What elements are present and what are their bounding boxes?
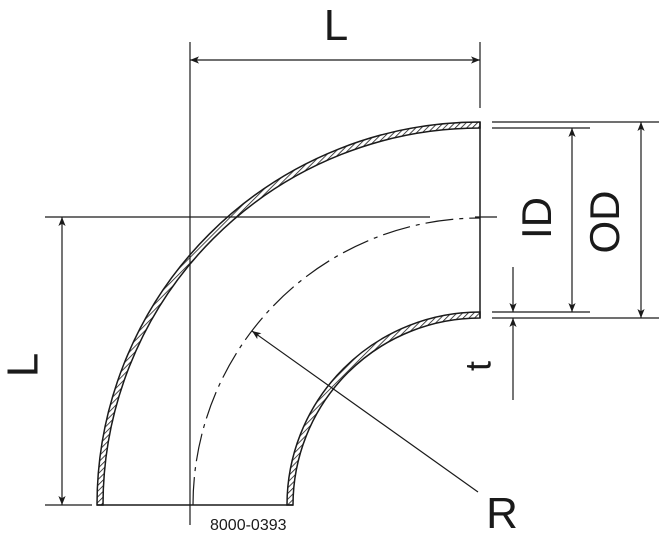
label-l-left: L	[0, 353, 48, 377]
outer-wall	[96, 121, 481, 506]
centerline-arc	[192, 217, 481, 506]
label-od: OD	[581, 191, 628, 254]
inner-wall	[286, 311, 481, 506]
label-r: R	[486, 489, 518, 538]
label-id: ID	[513, 197, 560, 239]
label-l-top: L	[324, 1, 348, 50]
radius-leader	[251, 330, 479, 493]
label-t: t	[458, 361, 499, 371]
part-number: 8000-0393	[210, 517, 287, 534]
